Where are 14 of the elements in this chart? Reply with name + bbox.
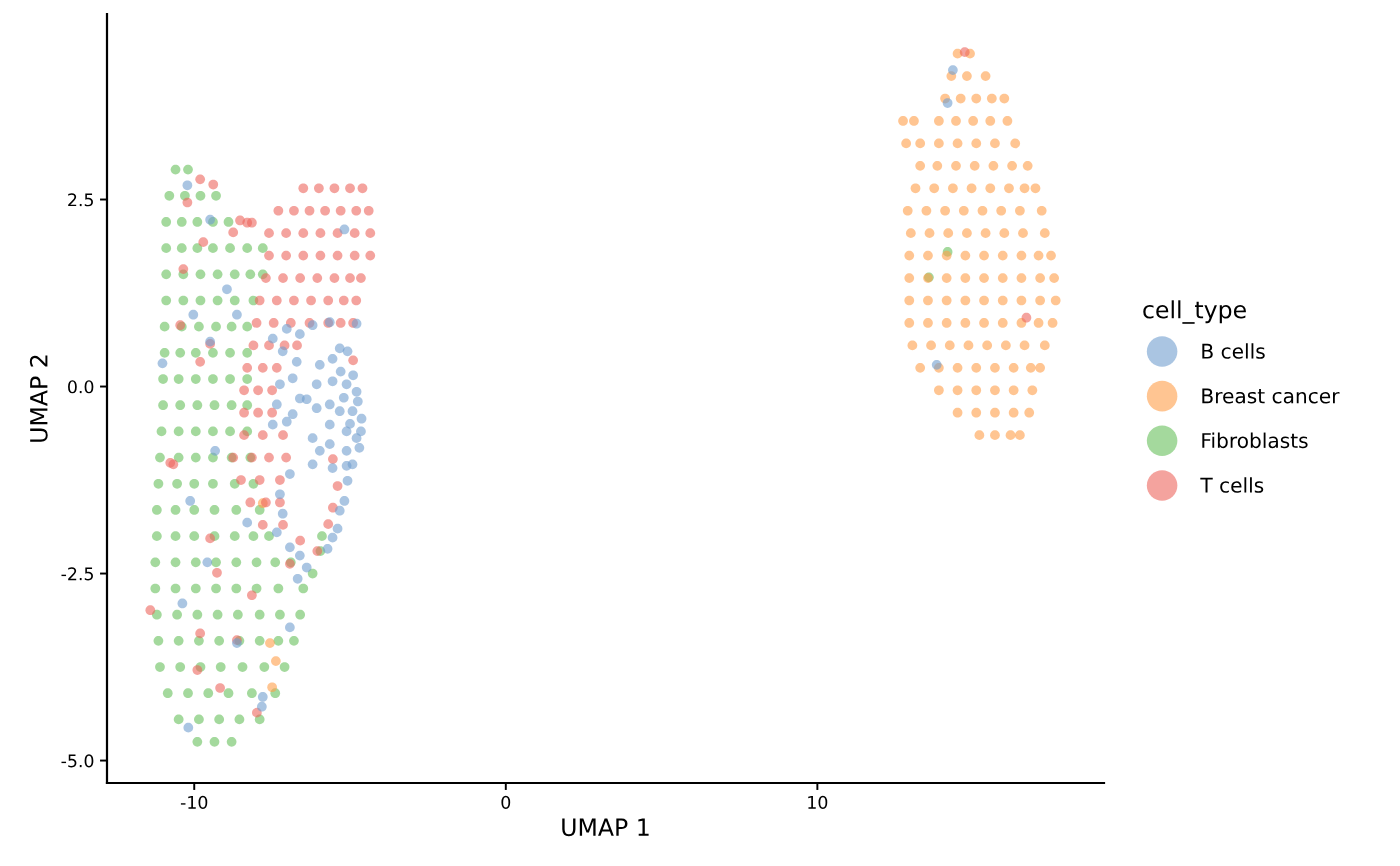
x-tick-label: 10 [808,795,828,809]
y-tick-label: -5.0 [61,754,94,768]
y-axis-title: UMAP 2 [29,355,48,442]
legend-label: B cells [1202,343,1265,359]
legend-title: cell_type [1143,300,1246,324]
x-tick-label: -10 [180,795,208,809]
x-tick-label: 0 [501,795,511,809]
y-tick-label: 0.0 [68,380,94,394]
y-tick-label: 2.5 [68,193,93,207]
x-axis-title: UMAP 1 [562,818,649,837]
legend-label: Breast cancer [1202,388,1340,404]
legend-label: Fibroblasts [1202,432,1308,449]
legend-label: T cells [1200,477,1264,493]
y-tick-label: -2.5 [61,567,93,581]
